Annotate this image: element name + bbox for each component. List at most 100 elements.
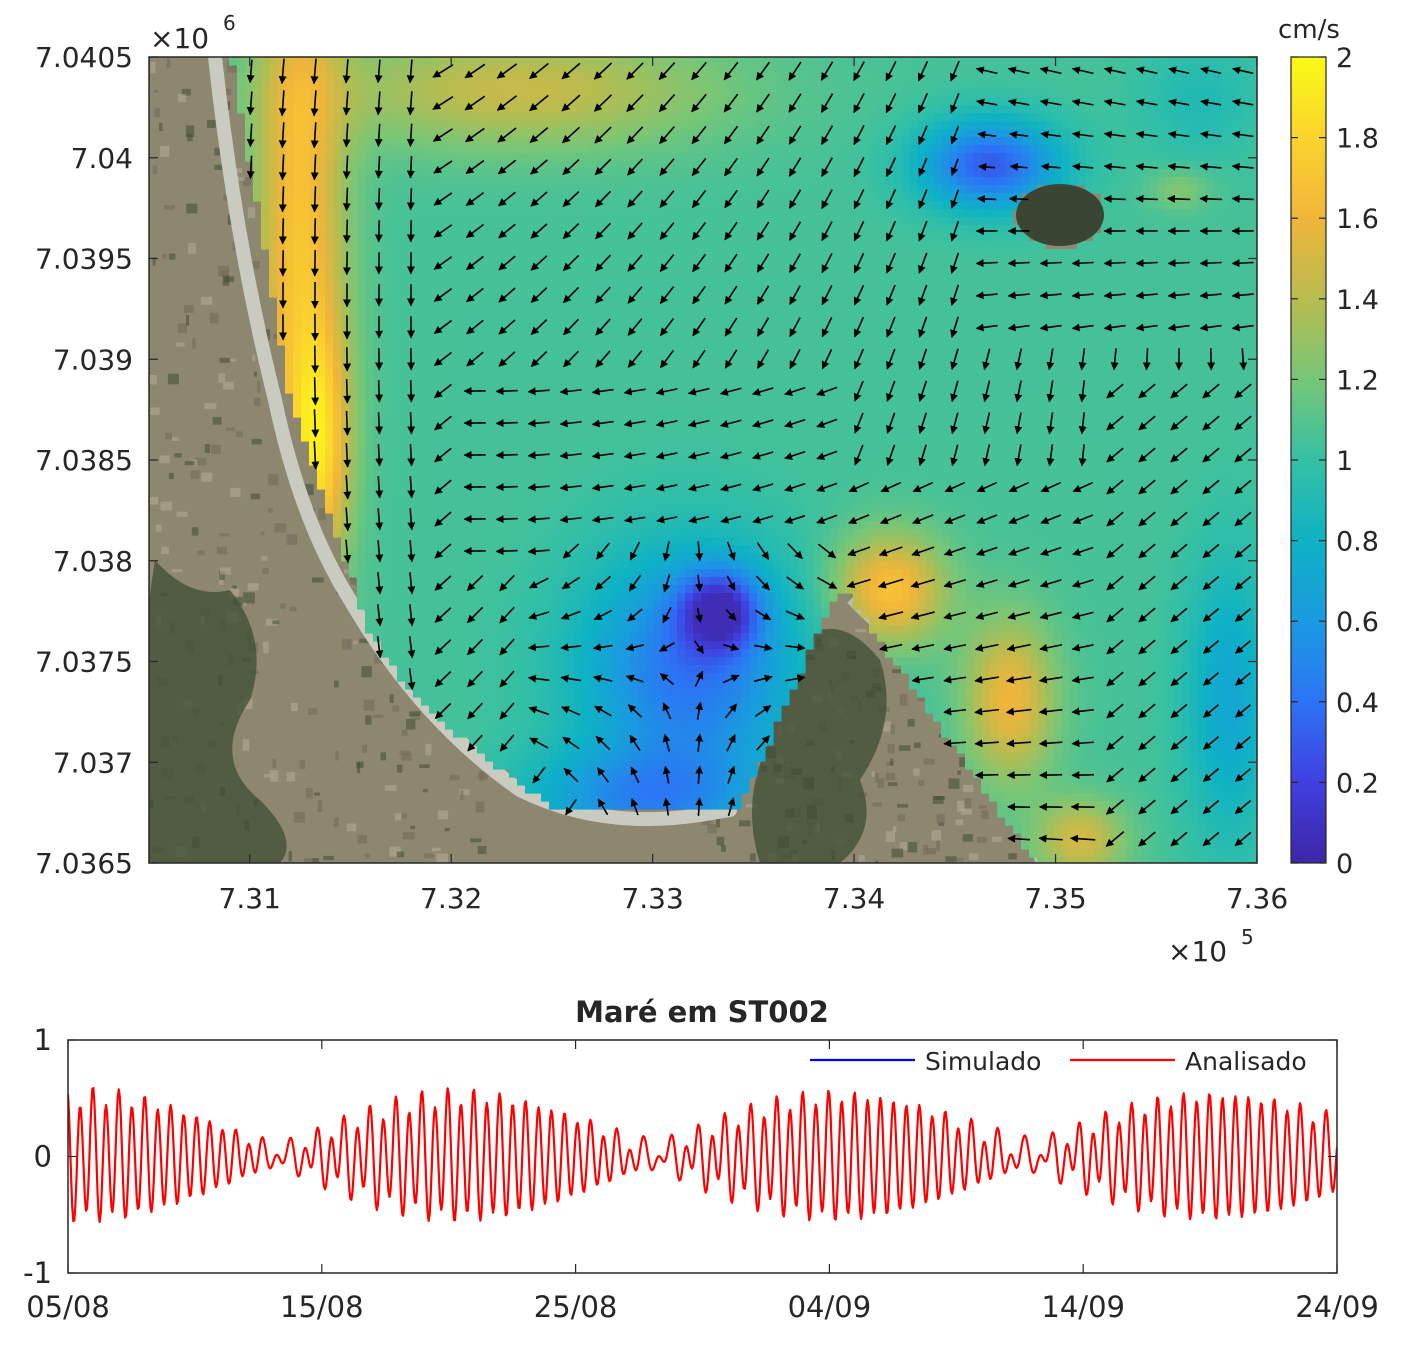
heatmap-cell — [349, 129, 358, 138]
heatmap-cell — [1133, 193, 1142, 202]
heatmap-cell — [1221, 281, 1230, 290]
heatmap-cell — [293, 241, 302, 250]
heatmap-cell — [821, 321, 830, 330]
heatmap-cell — [637, 193, 646, 202]
heatmap-cell — [1221, 169, 1230, 178]
heatmap-cell — [933, 273, 942, 282]
heatmap-cell — [1061, 321, 1070, 330]
land-texture — [444, 828, 450, 832]
heatmap-cell — [573, 185, 582, 194]
heatmap-cell — [405, 185, 414, 194]
heatmap-cell — [949, 161, 958, 170]
heatmap-cell — [949, 241, 958, 250]
heatmap-cell — [637, 329, 646, 338]
heatmap-cell — [605, 297, 614, 306]
heatmap-cell — [733, 121, 742, 130]
land-texture — [353, 640, 358, 645]
heatmap-cell — [821, 209, 830, 218]
heatmap-cell — [757, 185, 766, 194]
heatmap-cell — [1141, 305, 1150, 314]
heatmap-cell — [629, 161, 638, 170]
heatmap-cell — [1117, 193, 1126, 202]
heatmap-cell — [277, 129, 286, 138]
heatmap-cell — [925, 321, 934, 330]
heatmap-cell — [541, 177, 550, 186]
heatmap-cell — [973, 57, 982, 66]
heatmap-cell — [781, 169, 790, 178]
land-texture — [250, 261, 260, 269]
heatmap-cell — [1221, 105, 1230, 114]
heatmap-cell — [1125, 169, 1134, 178]
heatmap-cell — [733, 105, 742, 114]
heatmap-cell — [541, 217, 550, 226]
heatmap-cell — [605, 249, 614, 258]
heatmap-cell — [581, 281, 590, 290]
heatmap-cell — [613, 89, 622, 98]
heatmap-cell — [301, 97, 310, 106]
heatmap-cell — [797, 233, 806, 242]
heatmap-cell — [685, 217, 694, 226]
heatmap-cell — [949, 289, 958, 298]
heatmap-cell — [485, 257, 494, 266]
heatmap-cell — [869, 225, 878, 234]
heatmap-cell — [981, 169, 990, 178]
heatmap-cell — [701, 145, 710, 154]
heatmap-cell — [365, 313, 374, 322]
heatmap-cell — [869, 105, 878, 114]
heatmap-cell — [789, 153, 798, 162]
heatmap-cell — [349, 113, 358, 122]
heatmap-cell — [397, 281, 406, 290]
heatmap-cell — [949, 305, 958, 314]
heatmap-cell — [701, 97, 710, 106]
heatmap-cell — [797, 81, 806, 90]
heatmap-cell — [733, 137, 742, 146]
heatmap-cell — [341, 177, 350, 186]
heatmap-cell — [373, 89, 382, 98]
heatmap-cell — [557, 225, 566, 234]
heatmap-cell — [861, 177, 870, 186]
heatmap-cell — [629, 121, 638, 130]
heatmap-cell — [909, 169, 918, 178]
heatmap-cell — [1133, 249, 1142, 258]
land-texture — [384, 785, 397, 791]
heatmap-cell — [301, 57, 310, 66]
heatmap-cell — [997, 289, 1006, 298]
heatmap-cell — [1029, 129, 1038, 138]
heatmap-cell — [1181, 105, 1190, 114]
heatmap-cell — [541, 193, 550, 202]
heatmap-cell — [421, 217, 430, 226]
heatmap-cell — [877, 297, 886, 306]
heatmap-cell — [677, 65, 686, 74]
heatmap-cell — [685, 257, 694, 266]
heatmap-cell — [1061, 161, 1070, 170]
heatmap-cell — [821, 81, 830, 90]
heatmap-cell — [301, 121, 310, 130]
heatmap-cell — [725, 57, 734, 66]
heatmap-cell — [341, 121, 350, 130]
heatmap-cell — [469, 273, 478, 282]
land-texture — [475, 801, 485, 813]
heatmap-cell — [725, 225, 734, 234]
heatmap-cell — [669, 329, 678, 338]
heatmap-cell — [749, 153, 758, 162]
heatmap-cell — [1117, 89, 1126, 98]
heatmap-cell — [565, 57, 574, 66]
heatmap-cell — [549, 121, 558, 130]
heatmap-cell — [909, 153, 918, 162]
heatmap-cell — [333, 321, 342, 330]
land-texture — [423, 789, 428, 793]
heatmap-cell — [1101, 89, 1110, 98]
heatmap-cell — [381, 281, 390, 290]
heatmap-cell — [1021, 249, 1030, 258]
heatmap-cell — [405, 289, 414, 298]
heatmap-cell — [821, 249, 830, 258]
heatmap-cell — [293, 65, 302, 74]
heatmap-cell — [373, 233, 382, 242]
heatmap-cell — [293, 233, 302, 242]
land-texture — [887, 743, 896, 754]
heatmap-cell — [1173, 89, 1182, 98]
heatmap-cell — [765, 65, 774, 74]
heatmap-cell — [1125, 209, 1134, 218]
heatmap-cell — [701, 89, 710, 98]
heatmap-cell — [917, 281, 926, 290]
